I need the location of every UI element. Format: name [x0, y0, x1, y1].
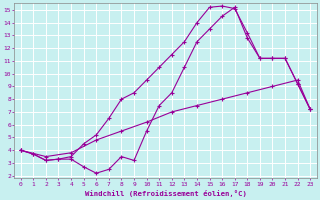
X-axis label: Windchill (Refroidissement éolien,°C): Windchill (Refroidissement éolien,°C): [84, 190, 246, 197]
